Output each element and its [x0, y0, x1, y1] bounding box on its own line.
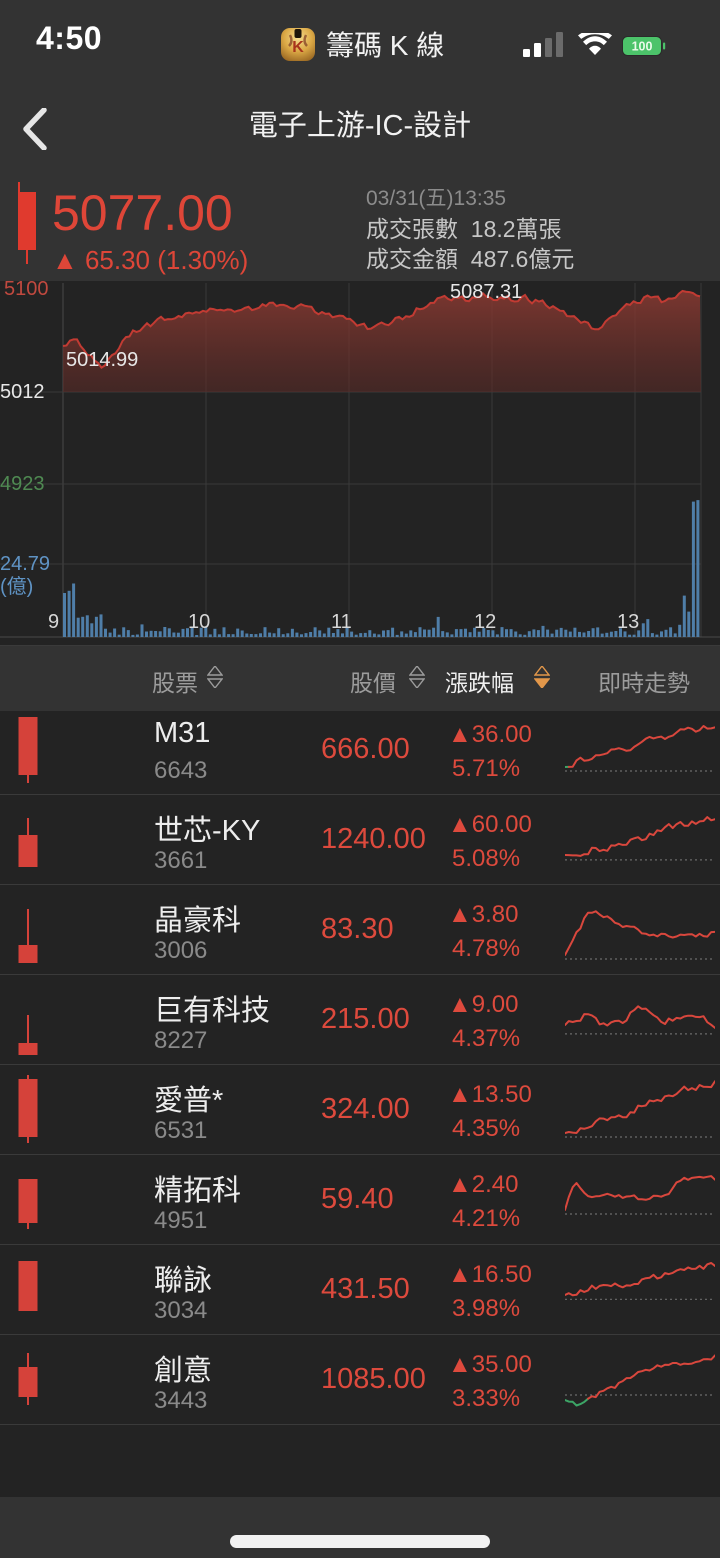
svg-text:100: 100	[632, 40, 653, 54]
svg-text:K: K	[292, 39, 304, 56]
